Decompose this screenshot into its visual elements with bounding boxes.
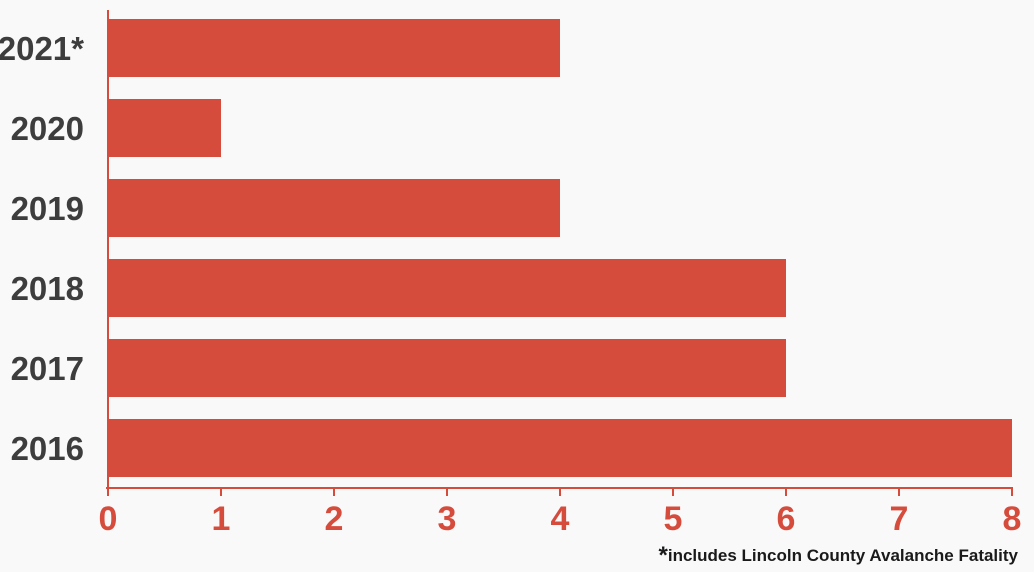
x-tick-label: 5 <box>664 500 683 538</box>
x-tick-label: 6 <box>777 500 796 538</box>
bar-2020 <box>108 99 221 157</box>
bar-2019 <box>108 179 560 237</box>
bar-2018 <box>108 259 786 317</box>
x-tick-label: 0 <box>99 500 118 538</box>
axes <box>106 10 1013 496</box>
x-tick-label: 8 <box>1003 500 1022 538</box>
category-label: 2021* <box>0 30 84 67</box>
labels: 2016 2017 2018 2019 2020 2021* 0 1 2 3 4 5 6 7 8 <box>0 30 1021 538</box>
category-label: 2018 <box>11 270 84 307</box>
bar-2017 <box>108 339 786 397</box>
category-label: 2020 <box>11 110 84 147</box>
bar-2016 <box>108 419 1012 477</box>
bars <box>108 19 1012 477</box>
category-label: 2016 <box>11 430 84 467</box>
x-tick-label: 4 <box>551 500 570 538</box>
bar-2021 <box>108 19 560 77</box>
x-tick-label: 1 <box>212 500 231 538</box>
category-label: 2019 <box>11 190 84 227</box>
bar-chart: 2016 2017 2018 2019 2020 2021* 0 1 2 3 4 5 6 7 8 <box>0 10 1021 538</box>
x-tick-label: 2 <box>325 500 344 538</box>
x-tick-label: 3 <box>438 500 457 538</box>
footnote: *includes Lincoln County Avalanche Fatal… <box>659 542 1018 570</box>
footnote-text: includes Lincoln County Avalanche Fatali… <box>667 546 1018 565</box>
footnote-marker: * <box>658 542 668 569</box>
x-tick-label: 7 <box>890 500 909 538</box>
category-label: 2017 <box>11 350 84 387</box>
